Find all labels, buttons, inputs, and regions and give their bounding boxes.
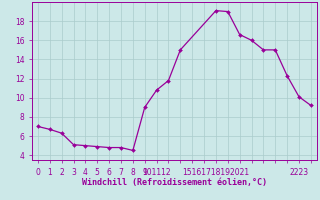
X-axis label: Windchill (Refroidissement éolien,°C): Windchill (Refroidissement éolien,°C) — [82, 178, 267, 187]
